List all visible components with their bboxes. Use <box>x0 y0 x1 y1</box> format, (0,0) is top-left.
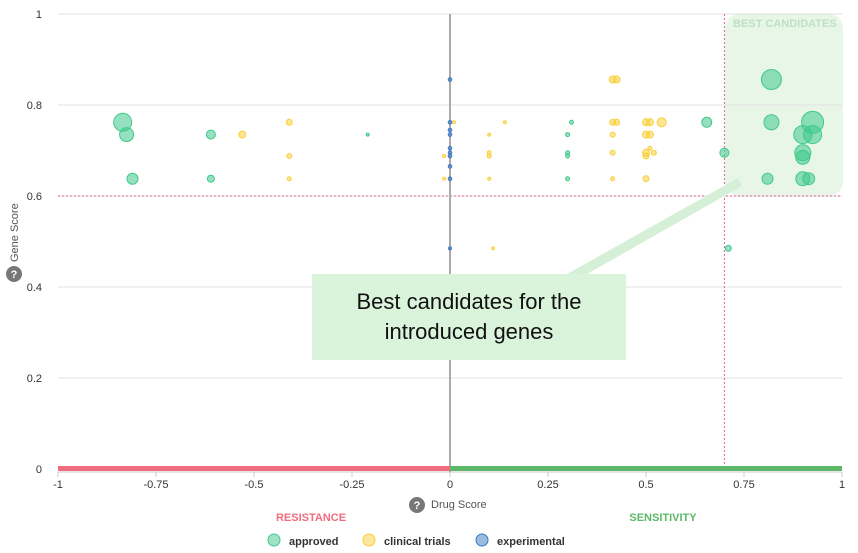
point-experimental[interactable] <box>447 132 453 137</box>
x-tick-label: 0 <box>447 479 453 491</box>
callout-text: Best candidates for the introduced genes <box>356 289 582 344</box>
y-axis-title: Gene Score <box>9 203 21 262</box>
resistance-bar <box>58 466 450 471</box>
point-clinical-trials[interactable] <box>650 149 657 156</box>
point-approved[interactable] <box>701 116 713 128</box>
y-tick-label: 0 <box>36 464 42 476</box>
y-tick-label: 0.4 <box>27 282 42 294</box>
point-clinical-trials[interactable] <box>645 118 654 127</box>
point-clinical-trials[interactable] <box>645 130 654 139</box>
point-approved[interactable] <box>565 132 571 138</box>
x-axis-title: Drug Score <box>431 499 487 511</box>
point-approved[interactable] <box>763 114 780 131</box>
legend-label-approved: approved <box>289 536 339 548</box>
sensitivity-label: SENSITIVITY <box>629 512 697 524</box>
point-experimental[interactable] <box>447 176 453 182</box>
x-axis-help-icon[interactable]: ? <box>409 497 425 513</box>
y-axis-help-icon[interactable]: ? <box>6 266 22 282</box>
point-clinical-trials[interactable] <box>487 176 492 181</box>
point-approved[interactable] <box>565 176 571 182</box>
point-experimental[interactable] <box>447 127 453 133</box>
point-clinical-trials[interactable] <box>285 118 293 126</box>
point-approved[interactable] <box>803 125 823 145</box>
point-clinical-trials[interactable] <box>642 175 650 183</box>
legend-item-approved[interactable]: approved <box>267 533 339 548</box>
best-candidates-label: BEST CANDIDATES <box>733 18 837 30</box>
legend-swatch-clinical-trials <box>362 533 376 547</box>
x-tick-label: -0.5 <box>245 479 264 491</box>
x-tick-label: 0.75 <box>733 479 754 491</box>
point-approved[interactable] <box>565 153 571 159</box>
x-tick-label: -0.25 <box>339 479 364 491</box>
point-approved[interactable] <box>719 147 730 158</box>
point-experimental[interactable] <box>447 77 453 82</box>
point-approved[interactable] <box>119 127 135 143</box>
point-experimental[interactable] <box>448 246 452 251</box>
legend-swatch-experimental <box>475 533 489 547</box>
tick-labels: 0 0.2 0.4 0.6 0.8 1 -1 -0.75 -0.5 -0.25 0 0.25 0.5 0.… <box>27 9 845 491</box>
point-clinical-trials[interactable] <box>656 117 667 128</box>
x-tick-label: 0.5 <box>638 479 653 491</box>
y-tick-label: 0.6 <box>27 191 42 203</box>
point-approved[interactable] <box>569 119 575 125</box>
point-clinical-trials[interactable] <box>238 130 247 139</box>
callout-pointer <box>560 178 742 278</box>
y-tick-label: 1 <box>36 9 42 21</box>
resistance-label: RESISTANCE <box>276 512 346 524</box>
x-tick-label: -0.75 <box>143 479 168 491</box>
point-clinical-trials[interactable] <box>642 152 650 160</box>
svg-text:?: ? <box>11 269 18 281</box>
point-clinical-trials[interactable] <box>286 152 293 159</box>
point-experimental[interactable] <box>447 164 453 169</box>
point-approved[interactable] <box>206 174 215 183</box>
point-clinical-trials[interactable] <box>486 153 492 159</box>
x-tick-label: 0.25 <box>537 479 558 491</box>
point-experimental[interactable] <box>447 145 453 151</box>
point-approved[interactable] <box>802 172 816 186</box>
best-candidates-callout: Best candidates for the introduced genes <box>312 274 626 360</box>
point-clinical-trials[interactable] <box>612 75 621 84</box>
point-clinical-trials[interactable] <box>647 145 653 151</box>
point-approved[interactable] <box>760 69 782 91</box>
point-clinical-trials[interactable] <box>610 176 616 182</box>
point-clinical-trials[interactable] <box>451 120 456 125</box>
point-clinical-trials[interactable] <box>613 118 621 126</box>
legend-item-clinical-trials[interactable]: clinical trials <box>362 533 451 548</box>
y-tick-label: 0.8 <box>27 100 42 112</box>
legend-item-experimental[interactable]: experimental <box>475 533 565 548</box>
svg-text:?: ? <box>414 500 421 512</box>
x-tick-label: 1 <box>839 479 845 491</box>
point-clinical-trials[interactable] <box>487 132 492 137</box>
point-clinical-trials[interactable] <box>502 120 507 125</box>
data-points <box>113 69 825 252</box>
point-clinical-trials[interactable] <box>609 149 616 156</box>
point-approved[interactable] <box>126 172 139 185</box>
point-clinical-trials[interactable] <box>442 176 447 181</box>
point-clinical-trials[interactable] <box>286 176 292 182</box>
point-clinical-trials[interactable] <box>442 153 447 158</box>
legend-swatch-approved <box>267 533 281 547</box>
y-tick-label: 0.2 <box>27 373 42 385</box>
point-clinical-trials[interactable] <box>491 246 496 251</box>
point-approved[interactable] <box>205 129 216 140</box>
point-experimental[interactable] <box>447 119 453 125</box>
point-approved[interactable] <box>365 132 370 137</box>
point-approved[interactable] <box>724 244 732 252</box>
legend-label-experimental: experimental <box>497 536 565 548</box>
x-tick-label: -1 <box>53 479 63 491</box>
point-clinical-trials[interactable] <box>609 131 616 138</box>
point-approved[interactable] <box>761 172 774 185</box>
legend: approved clinical trials experimental <box>267 533 565 548</box>
legend-label-clinical-trials: clinical trials <box>384 536 451 548</box>
point-approved[interactable] <box>795 149 811 165</box>
sensitivity-bar <box>450 466 842 471</box>
point-experimental[interactable] <box>447 153 453 159</box>
